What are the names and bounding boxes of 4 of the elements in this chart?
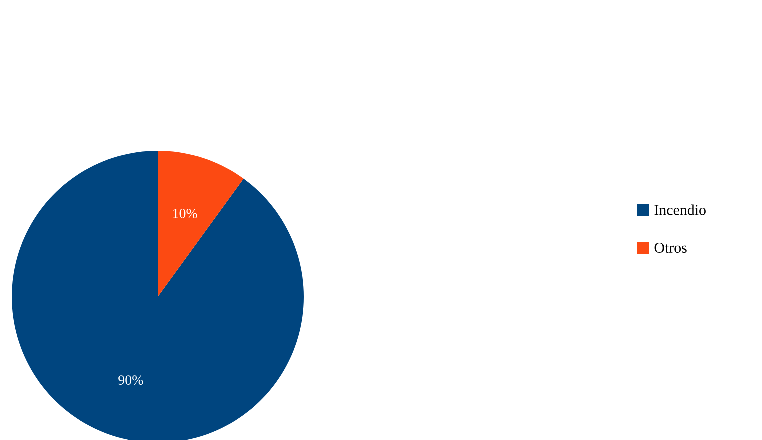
data-label: 10% xyxy=(174,208,198,218)
legend-label: Otros xyxy=(654,242,687,254)
legend-label: Incendio xyxy=(654,204,706,216)
data-label: 90% xyxy=(118,376,144,386)
